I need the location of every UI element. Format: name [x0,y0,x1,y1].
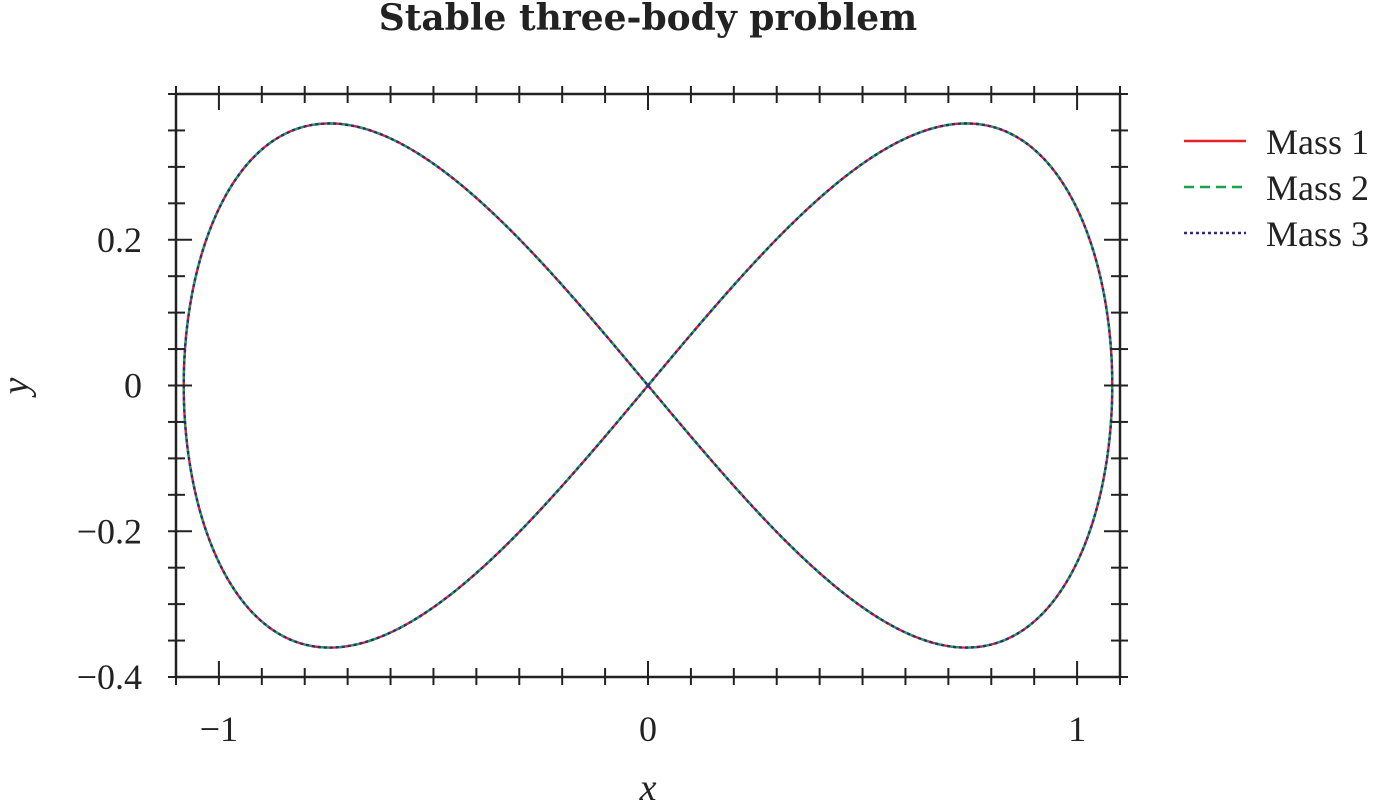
x-tick-label: −1 [200,709,238,749]
trajectories [182,122,1114,649]
legend-label: Mass 3 [1266,214,1369,254]
x-tick-label: 0 [639,709,657,749]
y-tick-label: 0 [124,366,142,406]
x-axis-label: x [639,767,657,805]
legend-label: Mass 2 [1266,168,1369,208]
y-axis-label: y [0,377,37,398]
y-tick-label: −0.2 [77,511,142,551]
y-tick-label: 0.2 [97,220,142,260]
y-tick-label: −0.4 [77,657,142,697]
axis-ticks [168,86,1128,685]
x-tick-label: 1 [1068,709,1086,749]
trajectory-3 [182,122,1114,649]
tick-labels: −1 0 1 −0.4 −0.2 0 0.2 [77,220,1086,749]
chart-title: Stable three-body problem [379,0,918,39]
legend: Mass 1 Mass 2 Mass 3 [1184,122,1369,254]
legend-label: Mass 1 [1266,122,1369,162]
